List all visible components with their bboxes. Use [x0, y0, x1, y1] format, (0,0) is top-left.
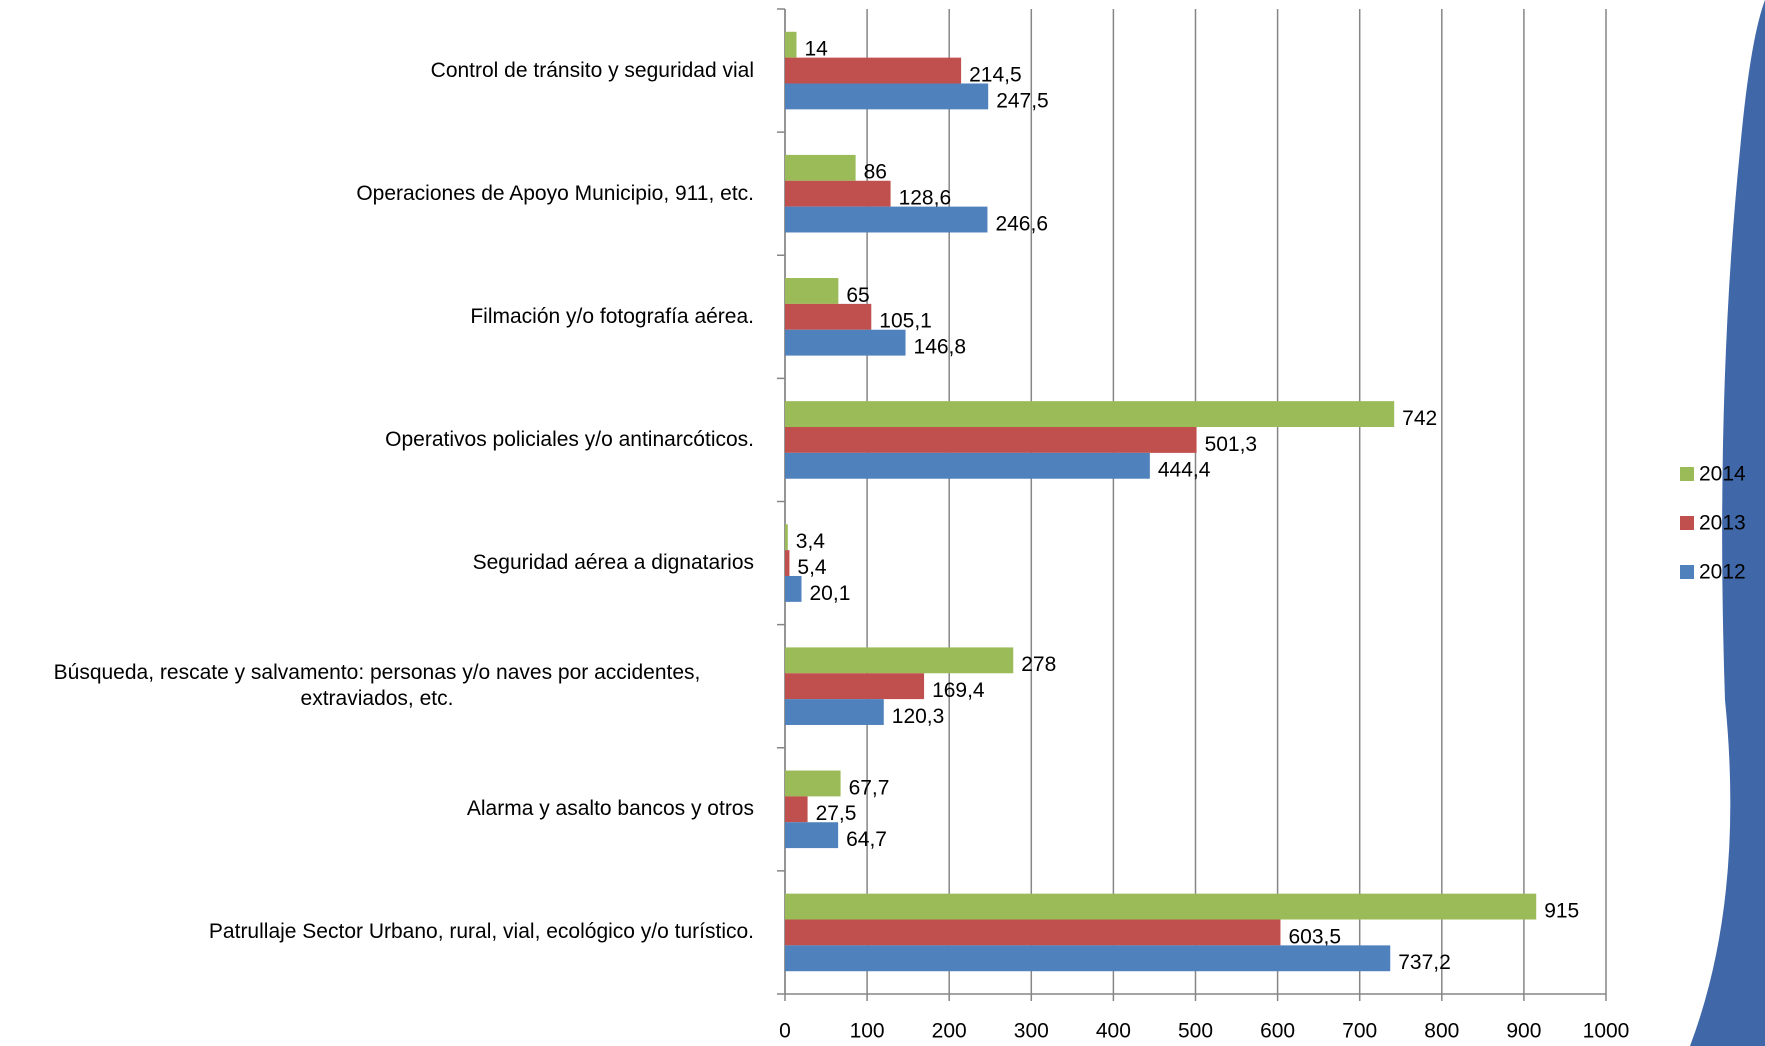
data-label: 246,6: [995, 212, 1048, 235]
category-text: Operativos policiales y/o antinarcóticos…: [385, 427, 754, 451]
bar: [785, 550, 790, 576]
legend-swatch: [1680, 516, 1694, 530]
category-text: Operaciones de Apoyo Municipio, 911, etc…: [356, 181, 754, 205]
data-label: 105,1: [879, 310, 932, 333]
x-tick-label: 200: [932, 1020, 967, 1043]
legend-label: 2014: [1699, 463, 1746, 486]
category-label: Búsqueda, rescate y salvamento: personas…: [0, 660, 754, 712]
x-tick-label: 900: [1506, 1020, 1541, 1043]
data-label: 742: [1402, 407, 1437, 430]
legend-label: 2012: [1699, 561, 1746, 584]
category-text: Búsqueda, rescate y salvamento: personas…: [53, 661, 701, 711]
data-label: 603,5: [1288, 925, 1341, 948]
category-text: Filmación y/o fotografía aérea.: [470, 304, 754, 328]
bar: [785, 699, 884, 725]
x-tick-label: 400: [1096, 1020, 1131, 1043]
bar: [785, 427, 1197, 453]
bar: [785, 770, 841, 797]
data-label: 444,4: [1158, 459, 1211, 482]
x-tick-label: 300: [1014, 1020, 1049, 1043]
x-tick-label: 0: [779, 1020, 791, 1043]
bar: [785, 31, 797, 58]
bar: [785, 452, 1150, 479]
x-tick-label: 800: [1424, 1020, 1459, 1043]
data-label: 67,7: [849, 776, 890, 799]
data-label: 169,4: [932, 679, 985, 702]
bar: [785, 893, 1537, 920]
category-text: Alarma y asalto bancos y otros: [466, 797, 754, 821]
data-label: 278: [1021, 653, 1056, 676]
bar: [785, 575, 802, 602]
bar: [785, 673, 925, 700]
bar: [785, 822, 839, 849]
bar: [785, 647, 1014, 674]
data-label: 247,5: [996, 89, 1049, 112]
data-label: 146,8: [914, 336, 967, 359]
category-label: Operativos policiales y/o antinarcóticos…: [385, 427, 754, 453]
x-tick-label: 100: [850, 1020, 885, 1043]
legend-swatch: [1680, 565, 1694, 579]
data-label: 214,5: [969, 63, 1022, 86]
category-label: Control de tránsito y seguridad vial: [431, 58, 754, 84]
data-label: 501,3: [1205, 433, 1258, 456]
data-label: 64,7: [846, 828, 887, 851]
decoration: [1690, 0, 1765, 1046]
data-label: 65: [846, 284, 869, 307]
data-label: 128,6: [899, 187, 952, 210]
bar: [785, 180, 891, 207]
data-label: 27,5: [816, 802, 857, 825]
bar: [785, 83, 989, 110]
category-label: Alarma y asalto bancos y otros: [467, 796, 754, 822]
data-label: 5,4: [797, 556, 827, 579]
data-label: 20,1: [810, 582, 851, 605]
x-tick-label: 1000: [1583, 1020, 1630, 1043]
bar: [785, 154, 856, 181]
bar: [785, 57, 962, 84]
legend-label: 2013: [1699, 512, 1746, 535]
category-label: Patrullaje Sector Urbano, rural, vial, e…: [209, 919, 754, 945]
data-label: 3,4: [796, 530, 826, 553]
bar: [785, 206, 988, 233]
bar: [785, 524, 788, 551]
bar: [785, 329, 906, 356]
category-text: Control de tránsito y seguridad vial: [430, 58, 754, 82]
data-label: 915: [1544, 899, 1579, 922]
bar: [785, 401, 1395, 428]
bar: [785, 796, 808, 823]
data-label: 14: [804, 38, 828, 61]
data-label: 86: [864, 161, 887, 184]
x-tick-label: 600: [1260, 1020, 1295, 1043]
x-tick-label: 700: [1342, 1020, 1377, 1043]
category-label: Filmación y/o fotografía aérea.: [470, 304, 754, 330]
x-tick-label: 500: [1178, 1020, 1213, 1043]
bar: [785, 945, 1391, 972]
category-text: Seguridad aérea a dignatarios: [472, 551, 754, 575]
bar: [785, 303, 872, 330]
legend-swatch: [1680, 467, 1694, 481]
data-label: 737,2: [1398, 951, 1451, 974]
category-label: Seguridad aérea a dignatarios: [473, 550, 754, 576]
data-label: 120,3: [892, 705, 945, 728]
category-label: Operaciones de Apoyo Municipio, 911, etc…: [356, 181, 754, 207]
bar: [785, 278, 839, 304]
category-text: Patrullaje Sector Urbano, rural, vial, e…: [208, 920, 754, 944]
bar: [785, 919, 1281, 946]
